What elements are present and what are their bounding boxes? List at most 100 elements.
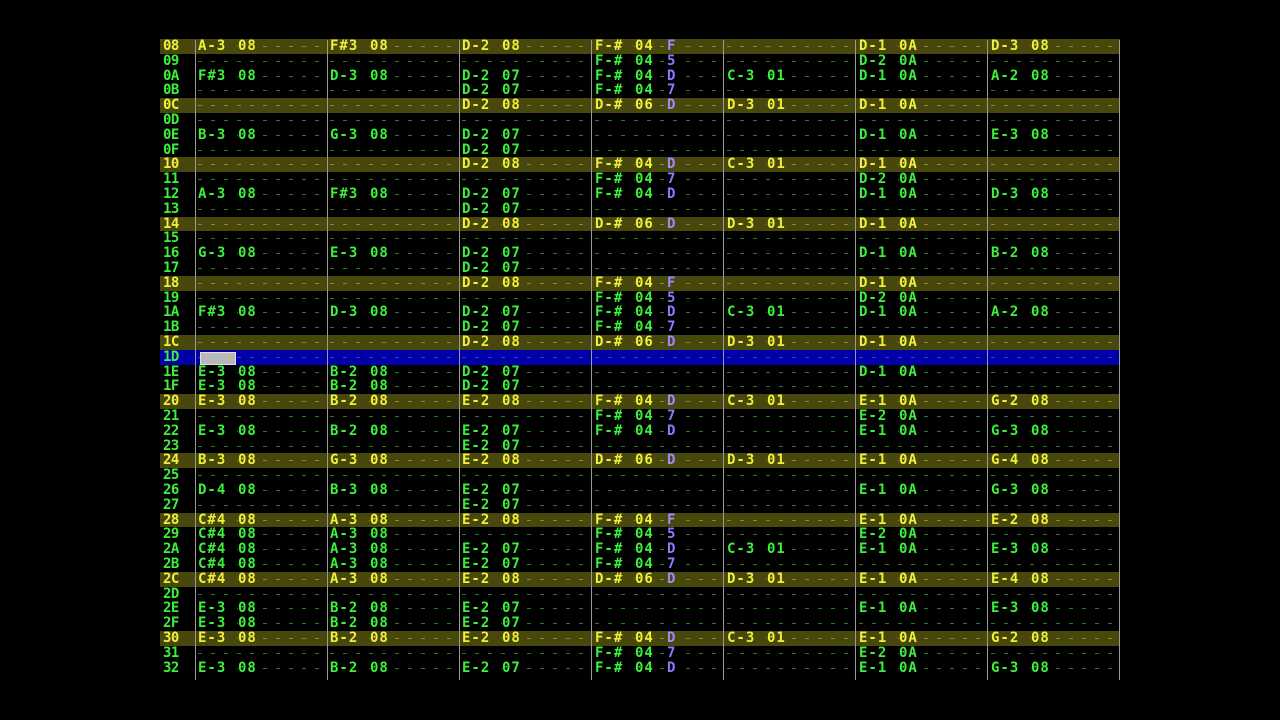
- note: D-2: [859, 52, 890, 69]
- effect: 7: [667, 556, 679, 572]
- pattern-row: 1C D-2 08 D-# 06 D D-3 01 D-1 0A: [160, 335, 1120, 350]
- note: D-#: [595, 570, 626, 587]
- instrument: 04: [635, 156, 656, 173]
- channel-cell: E-4 08: [991, 571, 1119, 587]
- channel-cell: G-3 08: [198, 246, 326, 261]
- channel-cell: F#3 08: [198, 68, 326, 84]
- channel-cell: [991, 113, 1119, 128]
- effect: 7: [667, 319, 679, 336]
- note: D-1: [859, 67, 890, 84]
- instrument: 0A: [899, 52, 920, 69]
- channel-cell: [727, 142, 855, 158]
- row-number: 0B: [163, 82, 179, 99]
- channel-cell: E-2 08: [462, 453, 590, 469]
- note: B-2: [330, 600, 361, 617]
- row-number: 09: [163, 52, 179, 69]
- channel-cell: D-2 08: [462, 39, 590, 54]
- channel-cell: D-3 01: [727, 98, 855, 113]
- channel-cell: [727, 83, 855, 99]
- channel-cell: [330, 53, 458, 69]
- row-number: 28: [163, 511, 179, 528]
- row-number: 1B: [163, 319, 179, 336]
- pattern-row: 2D: [160, 586, 1120, 602]
- note: E-1: [859, 452, 890, 469]
- note: D-2: [462, 126, 493, 143]
- note: D-2: [462, 156, 493, 173]
- row-number: 1C: [163, 334, 179, 350]
- instrument: 06: [635, 215, 656, 232]
- channel-cell: [727, 349, 855, 365]
- channel-cell: E-2 07: [462, 601, 590, 617]
- channel-cell: E-3 08: [198, 616, 326, 631]
- note: B-2: [991, 245, 1022, 262]
- note: G-3: [330, 126, 361, 143]
- effect: D: [667, 215, 679, 232]
- instrument: 08: [370, 526, 391, 543]
- note: E-3: [198, 422, 229, 439]
- pattern-row: 2E E-3 08 B-2 08 E-2 07 E-1 0A E-3 08: [160, 600, 1120, 617]
- channel-cell: D-4 08: [198, 483, 326, 498]
- note: E-1: [859, 482, 890, 498]
- channel-cell: [595, 483, 723, 498]
- channel-cell: [462, 231, 590, 247]
- note: E-3: [198, 615, 229, 632]
- channel-cell: E-1 0A: [859, 571, 987, 587]
- note: A-3: [330, 526, 361, 543]
- effect: D: [667, 67, 679, 84]
- channel-cell: D-1 0A: [859, 39, 987, 54]
- note: E-2: [462, 659, 493, 676]
- channel-cell: F-# 04 7: [595, 409, 723, 424]
- instrument: 08: [1031, 67, 1052, 84]
- channel-separator: [723, 40, 724, 680]
- channel-cell: G-3 08: [991, 483, 1119, 498]
- channel-separator: [591, 40, 592, 680]
- row-number: 0E: [163, 126, 179, 143]
- instrument: 04: [635, 289, 656, 306]
- note: D-2: [859, 289, 890, 306]
- note: D-3: [991, 186, 1022, 202]
- instrument: 0A: [899, 659, 920, 676]
- channel-cell: [859, 83, 987, 99]
- channel-cell: [727, 261, 855, 276]
- note: D-3: [727, 570, 758, 587]
- note: E-2: [462, 511, 493, 528]
- channel-cell: [727, 364, 855, 380]
- channel-cell: C#4 08: [198, 542, 326, 557]
- note: C#4: [198, 556, 229, 572]
- note: A-2: [991, 304, 1022, 321]
- effect: F: [667, 511, 679, 528]
- instrument: 07: [502, 82, 523, 99]
- channel-cell: D-1 0A: [859, 335, 987, 350]
- channel-cell: F-# 04 D: [595, 423, 723, 439]
- note: B-2: [330, 659, 361, 676]
- instrument: 08: [502, 570, 523, 587]
- instrument: 07: [502, 319, 523, 336]
- pattern-row: 1A F#3 08 D-3 08 D-2 07 F-# 04 D C-3 01 D-1 0A A-2 08: [160, 304, 1120, 321]
- channel-cell: E-2 08: [991, 512, 1119, 528]
- pattern-row: 16 G-3 08 E-3 08 D-2 07 D-1 0A B-2 08: [160, 246, 1120, 261]
- channel-cell: [330, 290, 458, 306]
- channel-cell: B-2 08: [330, 631, 458, 646]
- note: B-2: [330, 378, 361, 395]
- channel-cell: [198, 231, 326, 247]
- instrument: 08: [502, 334, 523, 350]
- channel-cell: [859, 468, 987, 483]
- channel-cell: [991, 53, 1119, 69]
- note: C-3: [727, 630, 758, 646]
- row-number: 10: [163, 156, 179, 173]
- instrument: 08: [1031, 393, 1052, 410]
- note: F-#: [595, 511, 626, 528]
- instrument: 08: [238, 570, 259, 587]
- note: D-2: [462, 260, 493, 276]
- note: E-1: [859, 630, 890, 646]
- note: D-1: [859, 363, 890, 380]
- note: C-3: [727, 541, 758, 558]
- channel-cell: [859, 320, 987, 335]
- channel-cell: [727, 127, 855, 143]
- instrument: 08: [370, 452, 391, 469]
- channel-cell: [462, 172, 590, 187]
- channel-cell: A-3 08: [330, 557, 458, 572]
- channel-cell: B-2 08: [330, 394, 458, 409]
- note: A-3: [198, 38, 229, 54]
- instrument: 08: [370, 422, 391, 439]
